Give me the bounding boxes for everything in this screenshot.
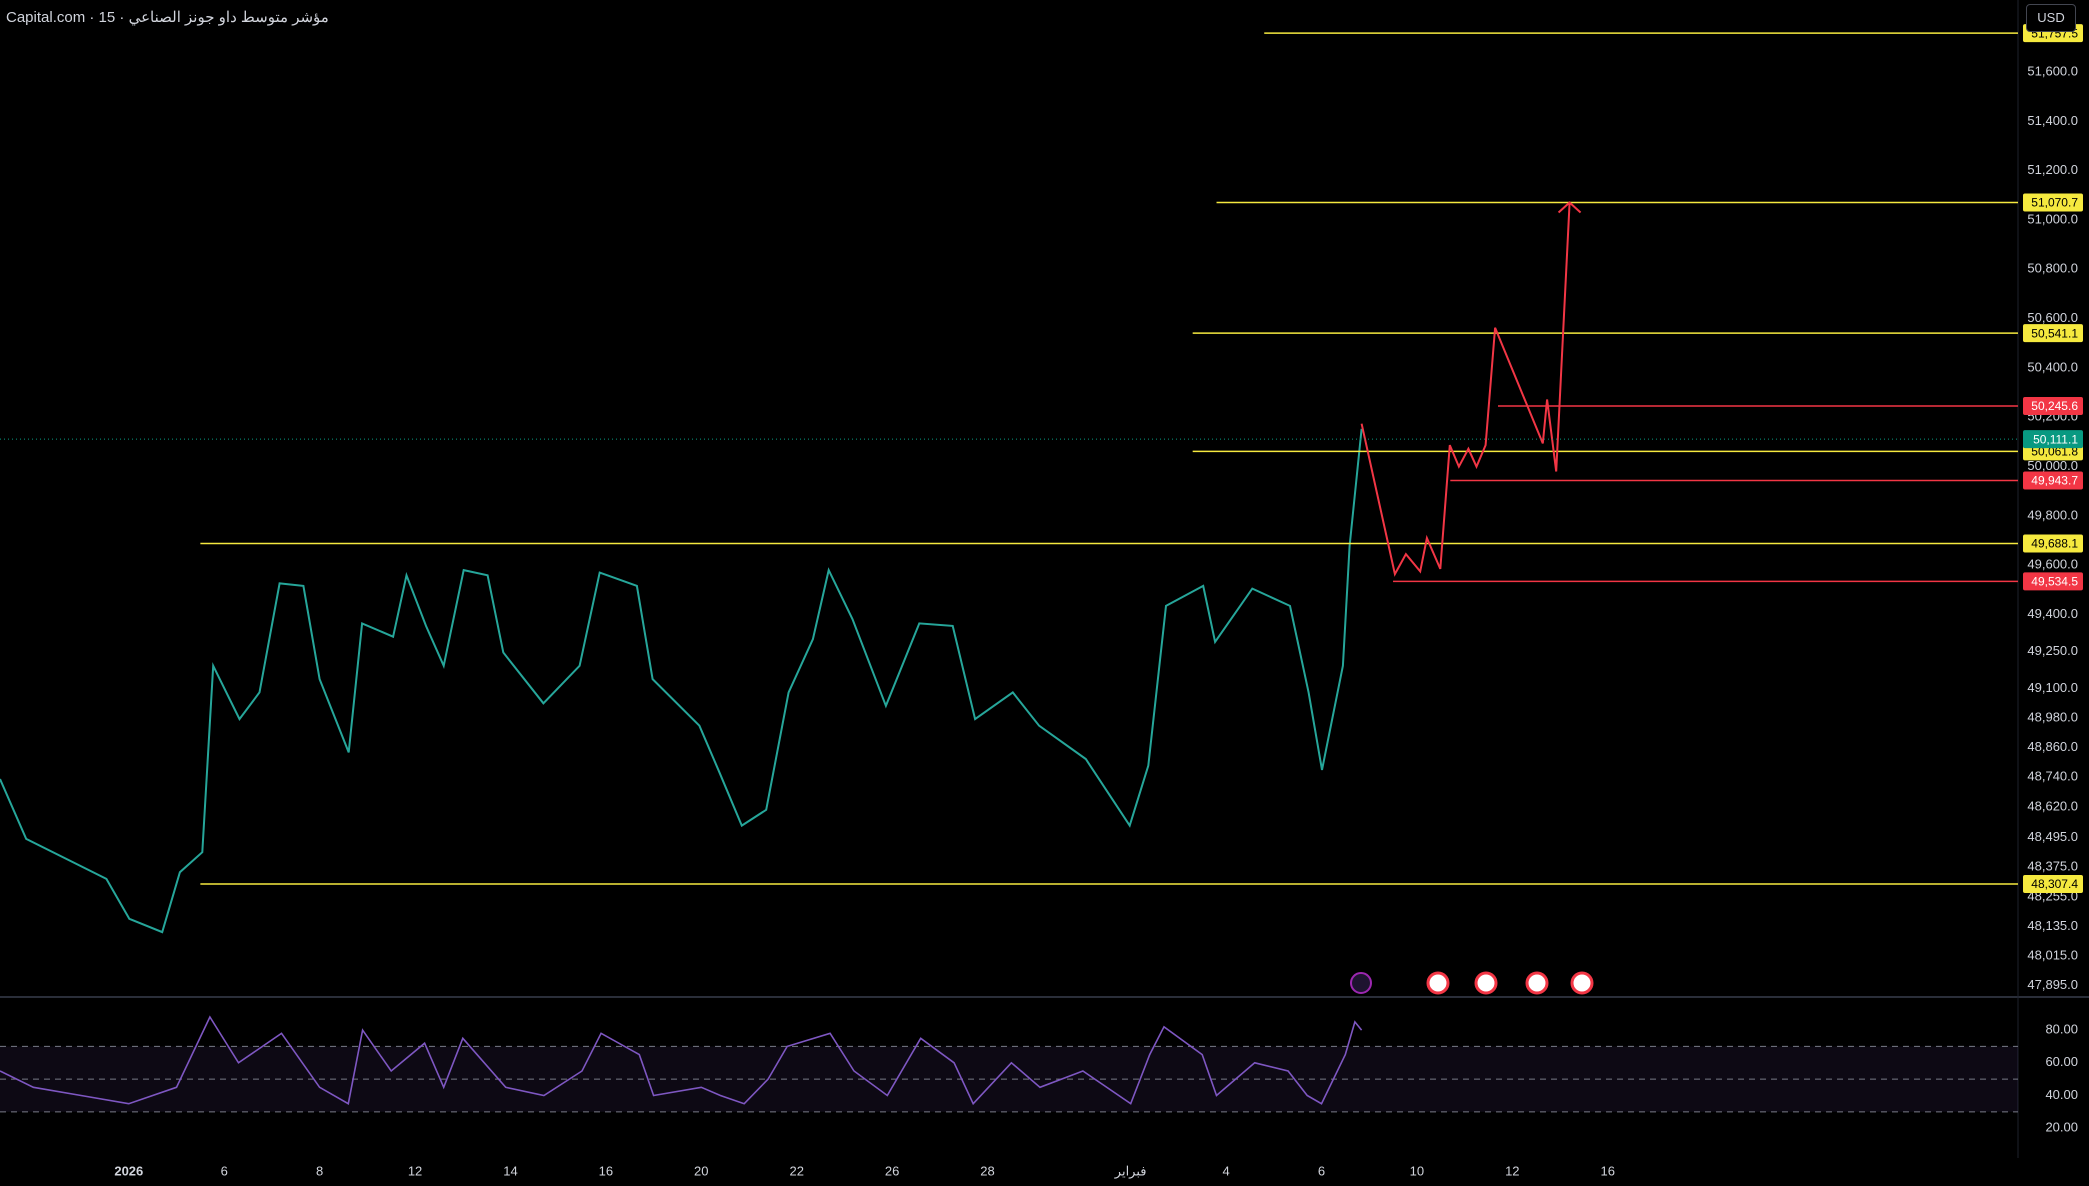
- x-tick-label: 26: [885, 1163, 899, 1178]
- y-tick-label: 49,100.0: [2027, 680, 2078, 695]
- y-tick-label: 51,200.0: [2027, 162, 2078, 177]
- price-label: 51,070.7: [2031, 196, 2078, 210]
- x-tick-label: 12: [408, 1163, 422, 1178]
- y-tick-label: 49,250.0: [2027, 643, 2078, 658]
- price-label: 50,245.6: [2031, 399, 2078, 413]
- price-label-box: [2023, 396, 2083, 415]
- y-tick-label: 51,400.0: [2027, 113, 2078, 128]
- series-line: [0, 1015, 1363, 1106]
- y-tick-label: 60.00: [2045, 1054, 2078, 1069]
- event-icon[interactable]: [1426, 971, 1450, 995]
- x-tick-label: 20: [694, 1163, 708, 1178]
- x-tick-label: 8: [316, 1163, 323, 1178]
- arrow-head: [1557, 201, 1582, 214]
- x-tick-label: 2026: [114, 1163, 143, 1178]
- x-tick-label: 6: [221, 1163, 228, 1178]
- event-icons: [1350, 971, 1594, 995]
- y-tick-label: 50,400.0: [2027, 359, 2078, 374]
- x-tick-label: 16: [1600, 1163, 1614, 1178]
- y-tick-label: 48,375.0: [2027, 859, 2078, 874]
- y-tick-label: 49,600.0: [2027, 557, 2078, 572]
- symbol-title: مؤشر متوسط داو جونز الصناعي · 15 · Capit…: [6, 9, 329, 26]
- y-tick-label: 50,800.0: [2027, 261, 2078, 276]
- y-tick-label: 51,000.0: [2027, 211, 2078, 226]
- price-label-box: [2023, 324, 2083, 343]
- event-icon[interactable]: [1350, 972, 1372, 994]
- y-tick-label: 50,000.0: [2027, 458, 2078, 473]
- price-label-box: [2023, 430, 2083, 449]
- currency-button[interactable]: USD: [2026, 4, 2076, 32]
- price-label: 49,943.7: [2031, 474, 2078, 488]
- y-tick-label: 20.00: [2045, 1120, 2078, 1135]
- price-label: 50,541.1: [2031, 326, 2078, 340]
- x-tick-label: 14: [503, 1163, 517, 1178]
- series-line: [0, 428, 1363, 934]
- price-label-box: [2023, 534, 2083, 553]
- y-tick-label: 49,400.0: [2027, 606, 2078, 621]
- x-tick-label: 16: [599, 1163, 613, 1178]
- y-tick-label: 48,015.0: [2027, 947, 2078, 962]
- y-tick-label: 80.00: [2045, 1022, 2078, 1037]
- projection-path: [1360, 202, 1571, 577]
- y-tick-label: 48,740.0: [2027, 769, 2078, 784]
- price-label-box: [2023, 471, 2083, 490]
- price-label-box: [2023, 572, 2083, 591]
- y-tick-label: 47,895.0: [2027, 977, 2078, 992]
- x-tick-label: 6: [1318, 1163, 1325, 1178]
- y-tick-label: 40.00: [2045, 1087, 2078, 1102]
- x-tick-label: 22: [789, 1163, 803, 1178]
- price-label-box: [2023, 874, 2083, 893]
- y-tick-label: 48,135.0: [2027, 918, 2078, 933]
- y-tick-label: 51,600.0: [2027, 63, 2078, 78]
- y-tick-label: 50,600.0: [2027, 310, 2078, 325]
- x-tick-label: 28: [980, 1163, 994, 1178]
- price-label: 50,111.1: [2033, 432, 2078, 446]
- event-icon[interactable]: [1570, 971, 1594, 995]
- x-tick-label: فبراير: [1114, 1163, 1147, 1179]
- price-label: 48,307.4: [2031, 877, 2078, 891]
- event-icon[interactable]: [1525, 971, 1549, 995]
- x-tick-label: 12: [1505, 1163, 1519, 1178]
- y-tick-label: 48,495.0: [2027, 829, 2078, 844]
- price-label: 49,688.1: [2031, 537, 2078, 551]
- y-tick-label: 49,800.0: [2027, 507, 2078, 522]
- oscillator-band: [0, 1046, 2018, 1112]
- x-tick-label: 4: [1222, 1163, 1229, 1178]
- y-tick-label: 48,980.0: [2027, 710, 2078, 725]
- price-label: 49,534.5: [2031, 575, 2078, 589]
- y-tick-label: 48,620.0: [2027, 798, 2078, 813]
- y-tick-label: 48,860.0: [2027, 739, 2078, 754]
- price-label-box: [2023, 193, 2083, 212]
- x-tick-label: 10: [1410, 1163, 1424, 1178]
- event-icon[interactable]: [1474, 971, 1498, 995]
